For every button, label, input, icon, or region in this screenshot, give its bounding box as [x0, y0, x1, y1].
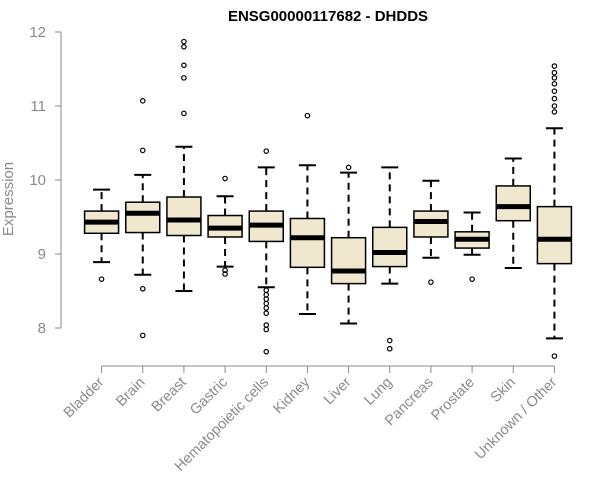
box-iqr: [536, 205, 573, 265]
outlier-point: [551, 353, 558, 359]
outlier-point: [98, 276, 105, 282]
outlier-point: [263, 148, 270, 154]
box-group: [125, 98, 161, 339]
box-group: [248, 148, 284, 355]
box-iqr: [289, 217, 326, 269]
outlier-point: [386, 345, 393, 352]
box-group: [454, 211, 490, 282]
box-group: [536, 63, 573, 359]
box-group: [83, 188, 120, 282]
y-axis-label: Expression: [0, 162, 17, 236]
outlier-point: [181, 110, 187, 117]
box-group: [289, 112, 326, 315]
outlier-point: [551, 109, 558, 115]
outlier-point: [304, 112, 311, 119]
boxes-group: [83, 38, 573, 359]
x-tick-label: Bladder: [61, 374, 108, 421]
outlier-point: [263, 326, 270, 333]
y-tick-label: 9: [38, 246, 46, 263]
y-axis: 8 9 10 11 12: [29, 24, 62, 337]
outlier-point: [181, 62, 187, 69]
outlier-point: [222, 271, 228, 277]
outlier-point: [139, 98, 146, 104]
box-group: [372, 166, 408, 352]
outlier-point: [551, 81, 558, 87]
outlier-point: [139, 285, 146, 292]
outlier-point: [181, 75, 187, 81]
outlier-point: [263, 305, 270, 311]
outlier-point: [428, 279, 434, 285]
box-group: [166, 38, 202, 292]
box-group: [207, 175, 243, 277]
box-iqr: [495, 185, 531, 222]
box-iqr: [166, 196, 202, 237]
box-iqr: [372, 226, 408, 268]
outlier-point: [139, 147, 146, 154]
box-group: [495, 157, 531, 270]
y-tick-label: 10: [29, 172, 46, 189]
x-tick-label: Prostate: [428, 375, 477, 424]
box-iqr: [413, 210, 449, 238]
outlier-point: [263, 310, 270, 317]
outlier-point: [551, 88, 558, 95]
x-tick-label: Kidney: [271, 374, 314, 417]
x-tick-label: Skin: [488, 375, 519, 406]
outlier-point: [222, 267, 228, 274]
outlier-point: [263, 300, 270, 307]
box-group: [413, 179, 449, 285]
box-iqr: [330, 236, 367, 285]
outlier-point: [222, 175, 228, 182]
box-group: [330, 164, 367, 325]
chart-title: ENSG00000117682 - DHDDS: [228, 8, 428, 25]
outlier-point: [181, 38, 187, 45]
box-iqr: [125, 201, 161, 234]
outlier-point: [551, 63, 558, 69]
outlier-point: [386, 337, 393, 344]
x-tick-label: Liver: [321, 374, 355, 408]
y-tick-label: 8: [38, 320, 46, 337]
x-tick-label: Brain: [113, 375, 148, 410]
outlier-point: [551, 103, 558, 109]
outlier-point: [263, 287, 270, 294]
outlier-point: [551, 75, 558, 81]
outlier-point: [263, 291, 270, 298]
y-tick-label: 11: [30, 98, 46, 115]
outlier-point: [551, 69, 558, 76]
outlier-point: [263, 322, 270, 328]
outlier-point: [263, 296, 270, 302]
outlier-point: [263, 348, 270, 355]
y-tick-label: 12: [29, 24, 46, 41]
outlier-point: [551, 95, 558, 102]
outlier-point: [139, 332, 146, 339]
outlier-point: [181, 43, 187, 50]
outlier-point: [345, 164, 352, 171]
x-tick-label: Breast: [149, 375, 190, 416]
x-tick-label: Lung: [361, 375, 395, 409]
outlier-point: [469, 276, 475, 282]
